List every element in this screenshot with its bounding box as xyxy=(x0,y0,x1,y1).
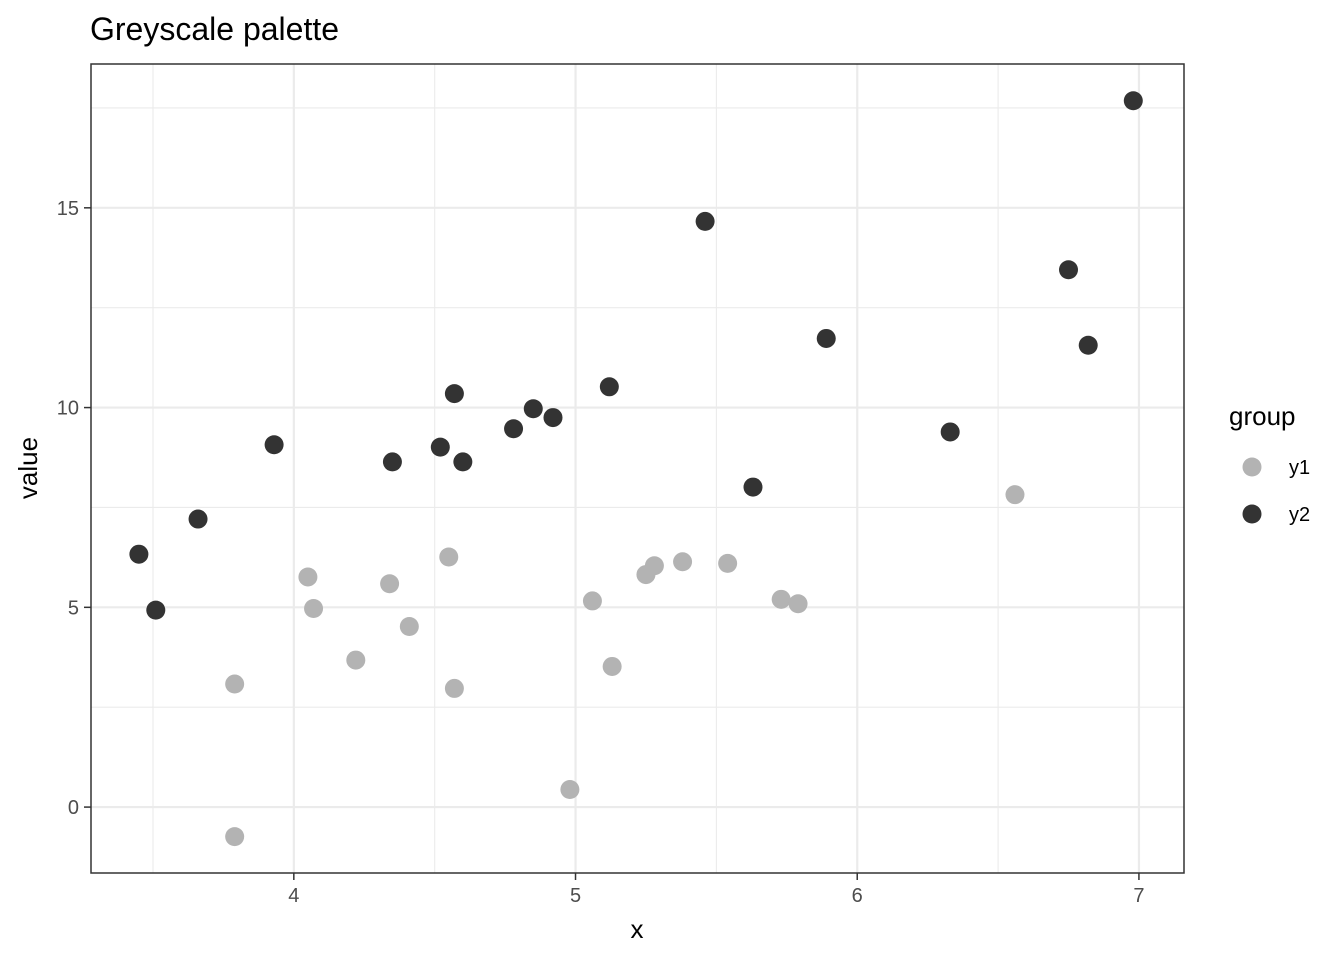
data-point-y1 xyxy=(439,547,459,567)
panel-background xyxy=(91,64,1184,873)
y-tick-label: 15 xyxy=(57,198,79,220)
data-point-y2 xyxy=(444,384,464,404)
data-point-y2 xyxy=(382,452,402,472)
data-point-y1 xyxy=(380,574,400,594)
legend-item-y2: y2 xyxy=(1242,504,1310,526)
data-point-y1 xyxy=(304,599,324,619)
data-point-y1 xyxy=(582,591,602,611)
data-points xyxy=(129,91,1143,847)
y-tick-label: 5 xyxy=(68,597,79,619)
data-point-y2 xyxy=(816,328,836,348)
data-point-y2 xyxy=(146,600,166,620)
y-tick-label: 0 xyxy=(68,797,79,819)
data-point-y2 xyxy=(940,422,960,442)
data-point-y1 xyxy=(225,827,245,847)
y-axis-title: value xyxy=(13,437,43,499)
x-axis-title: x xyxy=(631,914,644,944)
x-tick-label: 5 xyxy=(570,885,581,907)
data-point-y2 xyxy=(1123,91,1143,111)
data-point-y1 xyxy=(788,594,808,614)
legend-key-y2 xyxy=(1242,504,1262,524)
x-tick-label: 7 xyxy=(1133,885,1144,907)
plot-panel xyxy=(90,63,1185,874)
data-point-y1 xyxy=(560,780,580,800)
x-axis: 4 5 6 7 xyxy=(288,873,1144,907)
data-point-y2 xyxy=(430,437,450,457)
data-point-y1 xyxy=(644,556,664,576)
data-point-y1 xyxy=(1005,485,1025,505)
x-tick-label: 4 xyxy=(288,885,299,907)
data-point-y2 xyxy=(1059,260,1079,280)
data-point-y1 xyxy=(346,650,366,670)
data-point-y2 xyxy=(743,477,763,497)
panel-border xyxy=(90,63,1185,874)
y-tick-label: 10 xyxy=(57,398,79,420)
data-point-y2 xyxy=(523,399,543,419)
chart-title: Greyscale palette xyxy=(90,11,339,47)
data-point-y2 xyxy=(264,435,284,455)
data-point-y1 xyxy=(399,617,419,637)
data-point-y1 xyxy=(225,674,245,694)
series-y2 xyxy=(129,91,1143,620)
data-point-y2 xyxy=(1078,335,1098,355)
y-axis: 0 5 10 15 xyxy=(57,198,91,819)
data-point-y1 xyxy=(771,589,791,609)
legend-key-y1 xyxy=(1242,457,1262,477)
data-point-y2 xyxy=(453,452,473,472)
legend-items: y1 y2 xyxy=(1242,457,1310,526)
data-point-y2 xyxy=(695,211,715,231)
legend-label-y1: y1 xyxy=(1289,457,1310,479)
x-tick-label: 6 xyxy=(852,885,863,907)
data-point-y2 xyxy=(599,377,619,397)
legend-label-y2: y2 xyxy=(1289,504,1310,526)
data-point-y2 xyxy=(504,419,524,439)
data-point-y2 xyxy=(188,509,208,529)
data-point-y1 xyxy=(718,553,738,573)
data-point-y2 xyxy=(129,544,149,564)
grid-lines xyxy=(91,64,1184,873)
legend-title: group xyxy=(1229,401,1296,431)
data-point-y1 xyxy=(602,656,622,676)
data-point-y1 xyxy=(673,552,693,572)
legend-item-y1: y1 xyxy=(1242,457,1310,479)
legend: group y1 y2 xyxy=(1229,401,1310,526)
data-point-y2 xyxy=(543,408,563,428)
series-y1 xyxy=(225,485,1025,847)
data-point-y1 xyxy=(444,678,464,698)
data-point-y1 xyxy=(298,567,318,587)
